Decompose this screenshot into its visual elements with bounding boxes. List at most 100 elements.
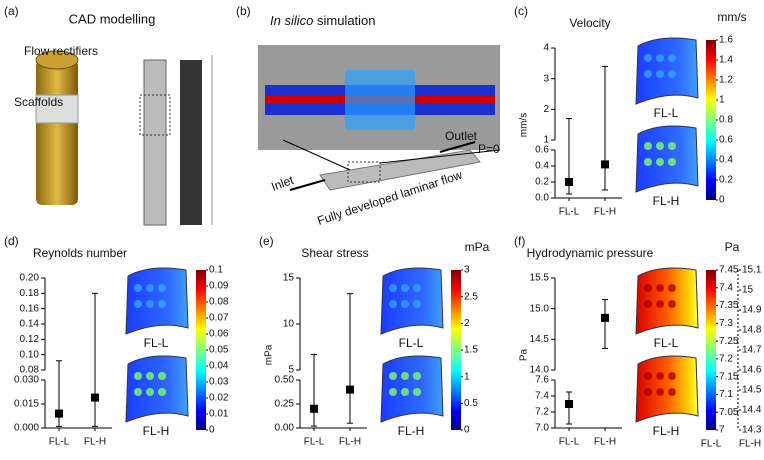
colorbar-tick-label: 0.8 xyxy=(719,115,733,126)
render xyxy=(125,267,189,335)
colorbar-tick-label: 0.1 xyxy=(209,265,223,276)
colorbar-tick-label: 0.07 xyxy=(209,313,229,324)
y-tick-label: 15 xyxy=(283,273,295,284)
image-label: FL-H xyxy=(653,424,680,438)
colorbar-tick-label: 0 xyxy=(464,425,470,436)
colorbar-tick-label: 14.8 xyxy=(742,325,762,336)
colorbar-tick-label: 0.08 xyxy=(209,297,229,308)
colorbar-tick-label: 15.1 xyxy=(742,265,762,276)
chart-title: Velocity xyxy=(569,16,610,30)
colorbar-tick-label: 3 xyxy=(464,265,470,276)
render-detail xyxy=(134,388,142,396)
x-tick-label: FL-H xyxy=(84,437,106,448)
render-detail xyxy=(158,372,166,380)
colorbar-tick-label: 2 xyxy=(464,318,470,329)
render-detail xyxy=(146,388,154,396)
colorbar-tick-label: 1 xyxy=(464,371,470,382)
x-tick-label: FL-H xyxy=(594,437,616,448)
y-tick-label: 0.2 xyxy=(535,177,549,188)
colorbar-tick-label: 7 xyxy=(719,425,725,436)
render-detail xyxy=(668,142,676,150)
arrow xyxy=(289,179,326,191)
colorbar-unit: Pa xyxy=(725,240,740,254)
colorbar-tick-label: 1.6 xyxy=(719,35,733,46)
render-detail xyxy=(401,300,409,308)
colorbar-tick-label: 7.25 xyxy=(719,336,739,347)
panel-letter: (c) xyxy=(514,4,528,18)
y-tick-label: 15.5 xyxy=(530,273,550,284)
render-detail xyxy=(656,388,664,396)
y-tick-label: 0.12 xyxy=(20,334,40,345)
render xyxy=(635,125,699,193)
colorbar-tick-label: 0.05 xyxy=(209,345,229,356)
colorbar-tick-label: 7.35 xyxy=(719,300,739,311)
render-detail xyxy=(146,300,154,308)
render-detail xyxy=(668,372,676,380)
x-tick-label: FL-L xyxy=(559,437,580,448)
render-detail xyxy=(413,284,421,292)
colorbar-tick-label: 1.2 xyxy=(719,75,733,86)
render-detail xyxy=(401,372,409,380)
mean-marker xyxy=(601,313,609,322)
render-detail xyxy=(656,284,664,292)
y-tick-label: 0.10 xyxy=(20,349,40,360)
render-detail xyxy=(656,70,664,78)
render xyxy=(635,37,699,105)
render-detail xyxy=(134,284,142,292)
annotation: P=0 xyxy=(478,142,500,156)
y-tick-label: 0.00 xyxy=(275,423,295,434)
colorbar-tick-label: 14.5 xyxy=(742,385,762,396)
colorbar-tick-label: 1.4 xyxy=(719,55,733,66)
mean-marker xyxy=(601,160,609,169)
zoom-line xyxy=(379,149,501,164)
render-detail xyxy=(401,388,409,396)
colorbar xyxy=(196,270,206,430)
render xyxy=(380,267,444,335)
colorbar-tick-label: 0.2 xyxy=(719,175,733,186)
y-tick-label: 2 xyxy=(543,104,549,115)
colorbar-tick-label: 14.9 xyxy=(742,305,762,316)
title-italic: In silico xyxy=(270,13,313,28)
panel-letter: (f) xyxy=(514,234,525,248)
y-tick-label: 14.0 xyxy=(530,365,550,376)
colorbar-tick-label: 0.06 xyxy=(209,329,229,340)
colorbar-tick-label: 0.03 xyxy=(209,377,229,388)
y-tick-label: 5 xyxy=(288,365,294,376)
y-tick-label: 0.6 xyxy=(535,145,549,156)
render-detail xyxy=(158,300,166,308)
colorbar-tick-label: 7.45 xyxy=(719,265,739,276)
render-detail xyxy=(656,372,664,380)
render-detail xyxy=(668,284,676,292)
y-tick-label: 0.16 xyxy=(20,303,40,314)
y-tick-label: 0.4 xyxy=(535,161,549,172)
render-detail xyxy=(668,70,676,78)
render-detail xyxy=(644,284,652,292)
panel-letter: (e) xyxy=(259,234,274,248)
colorbar-tick-label: 7.2 xyxy=(719,354,733,365)
rectifier-top xyxy=(35,50,79,70)
render-detail xyxy=(644,142,652,150)
colorbar-tick-label: 0.04 xyxy=(209,361,229,372)
colorbar-tick-label: 1.5 xyxy=(464,345,478,356)
y-tick-label: 4 xyxy=(543,43,549,54)
panel-title: CAD modelling xyxy=(69,11,156,26)
y-axis-label: Pa xyxy=(519,348,530,361)
colorbar-label: FL-H xyxy=(739,439,761,450)
y-tick-label: 15.0 xyxy=(530,303,550,314)
render xyxy=(380,355,444,423)
render-detail xyxy=(134,300,142,308)
y-tick-label: 0.015 xyxy=(14,399,39,410)
render-detail xyxy=(413,300,421,308)
colorbar-tick-label: 14.4 xyxy=(742,405,762,416)
panel-a: (a) CAD modelling Flow rectifiers Scaffo… xyxy=(4,4,213,226)
mean-marker xyxy=(91,393,99,402)
chart-title: Hydrodynamic pressure xyxy=(527,246,654,260)
render-detail xyxy=(389,388,397,396)
y-tick-label: 14.5 xyxy=(530,334,550,345)
image-label: FL-L xyxy=(144,336,169,350)
cad-section xyxy=(143,59,167,226)
panel-b: (b) In silico simulation Outlet P=0 Inle… xyxy=(236,4,501,228)
render-detail xyxy=(656,54,664,62)
annotation: Outlet xyxy=(445,129,478,143)
